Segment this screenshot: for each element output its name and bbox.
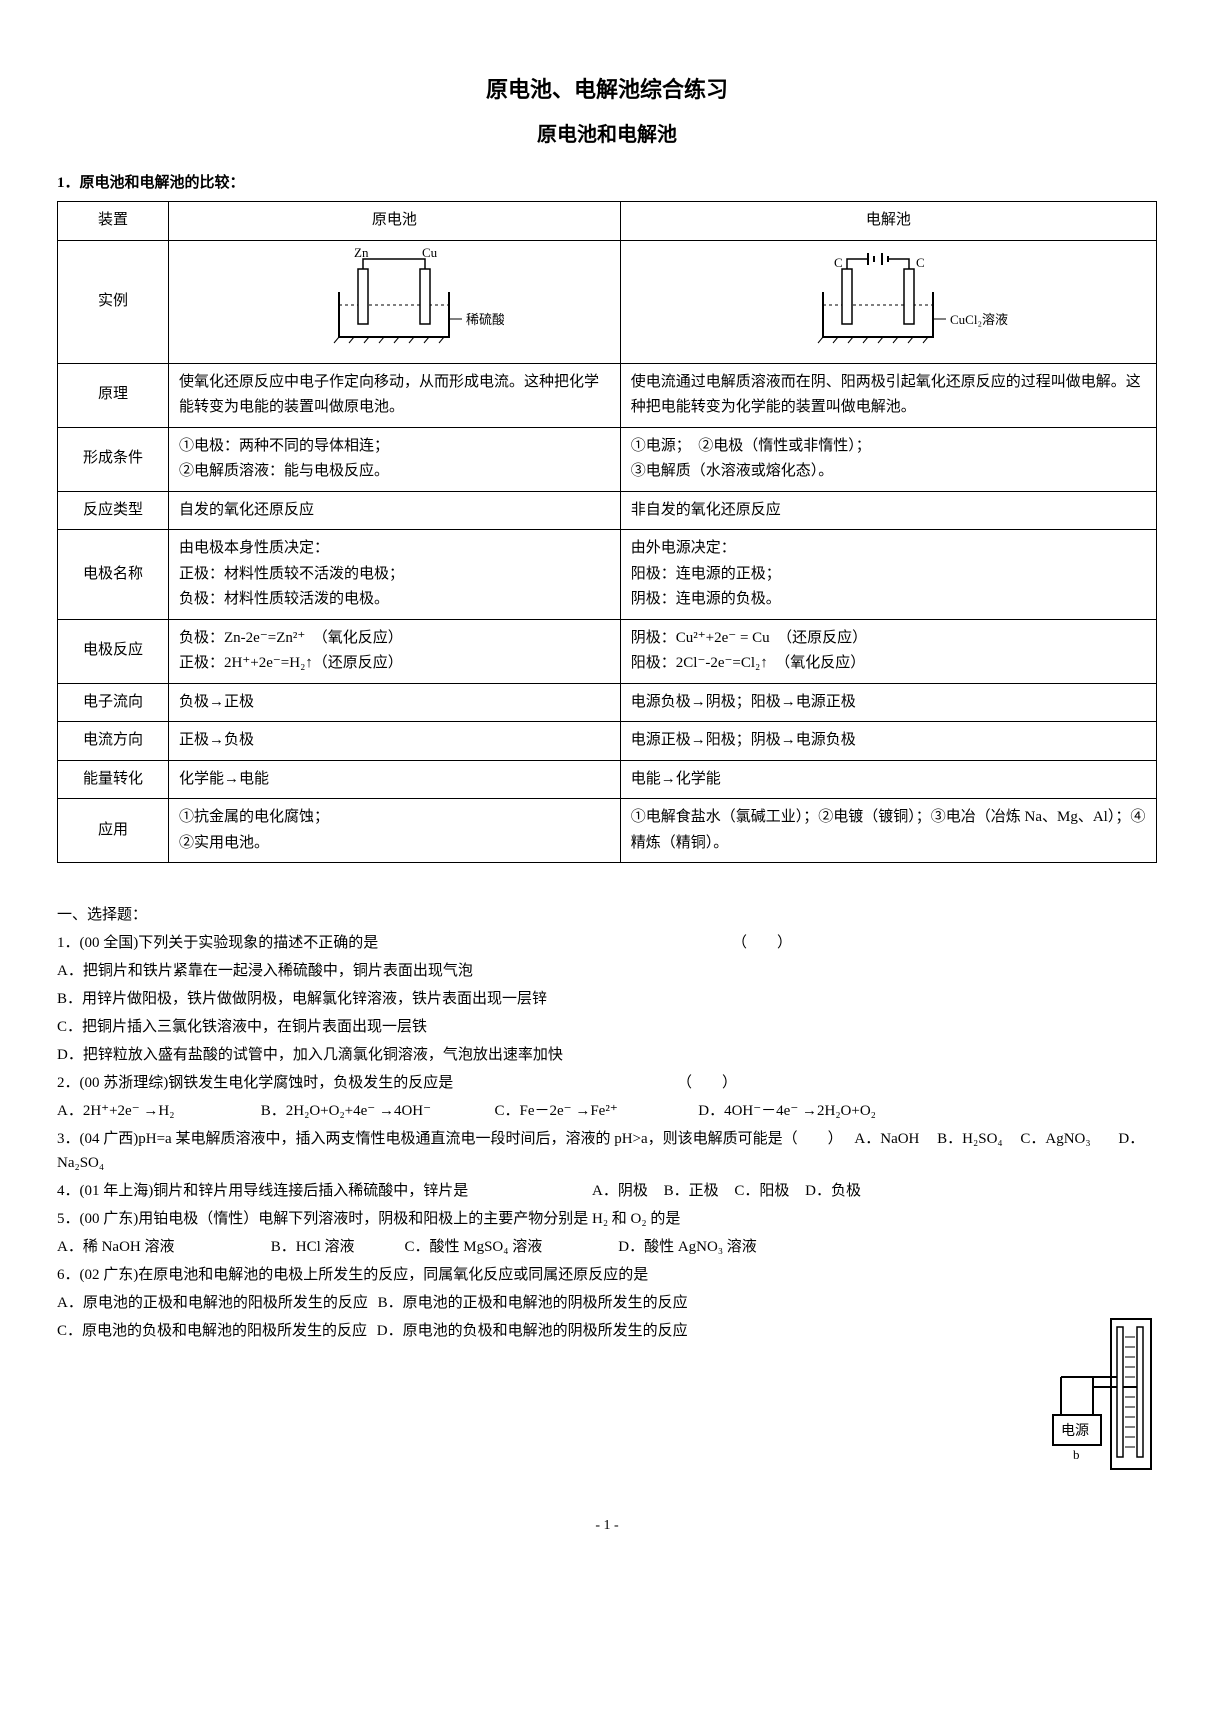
comparison-table: 装置 原电池 电解池 实例 [57,201,1157,863]
th-electrolytic: 电解池 [620,202,1156,241]
q2-opt-d: D．4OH⁻－4e⁻ →2H₂O+O₂ [698,1099,876,1123]
row-iflow-hdr: 电流方向 [58,722,169,761]
q5-opt-d: D．酸性 AgNO₃ 溶液 [618,1235,757,1259]
q3-opt-a: A．NaOH [854,1131,919,1147]
page-title-sub: 原电池和电解池 [57,119,1157,151]
q4-opt-c: C．阳极 [734,1183,789,1199]
q4-opt-d: D．负极 [805,1183,861,1199]
page-number: - 1 - [57,1515,1157,1537]
q4-opt-b: B．正极 [664,1183,719,1199]
row-elecrxn-c2: 阴极：Cu²⁺+2e⁻ = Cu （还原反应） 阳极：2Cl⁻-2e⁻=Cl₂↑… [620,619,1156,683]
q4-stem: 4．(01 年上海)铜片和锌片用导线连接后插入稀硫酸中，锌片是 [57,1183,468,1199]
q3-stem: 3．(04 广西)pH=a 某电解质溶液中，插入两支惰性电极通直流电一段时间后，… [57,1131,843,1147]
row-eflow-hdr: 电子流向 [58,683,169,722]
electrolytic-left-label: C [834,255,843,270]
q6-opt-d: D．原电池的负极和电解池的阴极所发生的反应 [377,1323,688,1339]
galvanic-left-label: Zn [354,247,369,260]
circuit-terminal-b: b [1073,1447,1080,1462]
row-elecname-c1: 由电极本身性质决定： 正极：材料性质较不活泼的电极； 负极：材料性质较活泼的电极… [169,530,621,620]
row-principle-hdr: 原理 [58,363,169,427]
row-app-c1: ①抗金属的电化腐蚀； ②实用电池。 [169,799,621,863]
electrolytic-solution-label: CuCl₂溶液 [950,312,1008,327]
row-energy-c2: 电能→化学能 [620,760,1156,799]
q5-opt-b: B．HCl 溶液 [271,1235,401,1259]
q1-stem: 1．(00 全国)下列关于实验现象的描述不正确的是 [57,935,378,951]
row-elecrxn-hdr: 电极反应 [58,619,169,683]
q5-opt-c: C．酸性 MgSO₄ 溶液 [405,1235,615,1259]
q2-opt-b: B．2H₂O+O₂+4e⁻ →4OH⁻ [261,1099,491,1123]
q1-opt-c: C．把铜片插入三氯化铁溶液中，在铜片表面出现一层铁 [57,1015,1157,1039]
galvanic-solution-label: 稀硫酸 [466,312,504,327]
row-app-c2: ①电解食盐水（氯碱工业）；②电镀（镀铜）；③电冶（冶炼 Na、Mg、Al）；④精… [620,799,1156,863]
th-galvanic: 原电池 [169,202,621,241]
row-elecrxn-c1: 负极：Zn-2e⁻=Zn²⁺ （氧化反应） 正极：2H⁺+2e⁻=H₂↑（还原反… [169,619,621,683]
q2-paren: （ ） [677,1071,737,1095]
row-cond-c1: ①电极：两种不同的导体相连； ②电解质溶液：能与电极反应。 [169,427,621,491]
circuit-power-label: 电源 [1061,1423,1089,1439]
q6-opt-c: C．原电池的负极和电解池的阳极所发生的反应 [57,1323,367,1339]
row-eflow-c1: 负极→正极 [169,683,621,722]
q1-paren: （ ） [732,931,792,955]
diagram-galvanic-cell: Zn Cu 稀硫酸 [169,240,621,363]
row-energy-c1: 化学能→电能 [169,760,621,799]
row-iflow-c2: 电源正极→阳极；阴极→电源负极 [620,722,1156,761]
row-elecname-c2: 由外电源决定： 阳极：连电源的正极； 阴极：连电源的负极。 [620,530,1156,620]
q2-opt-a: A．2H⁺+2e⁻ →H₂ [57,1099,257,1123]
row-energy-hdr: 能量转化 [58,760,169,799]
q6-opt-b: B．原电池的正极和电解池的阴极所发生的反应 [378,1295,688,1311]
row-cond-hdr: 形成条件 [58,427,169,491]
row-eflow-c2: 电源负极→阴极；阳极→电源正极 [620,683,1156,722]
row-rxntype-hdr: 反应类型 [58,491,169,530]
page-title-main: 原电池、电解池综合练习 [57,72,1157,107]
q6-stem: 6．(02 广东)在原电池和电解池的电极上所发生的反应，同属氧化反应或同属还原反… [57,1263,1157,1287]
q1-opt-d: D．把锌粒放入盛有盐酸的试管中，加入几滴氯化铜溶液，气泡放出速率加快 [57,1043,1157,1067]
questions-header: 一、选择题： [57,903,1157,927]
row-elecname-hdr: 电极名称 [58,530,169,620]
row-app-hdr: 应用 [58,799,169,863]
q5-opt-a: A．稀 NaOH 溶液 [57,1235,267,1259]
diagram-electrolytic-cell: C C CuCl₂溶液 [620,240,1156,363]
row-cond-c2: ①电源； ②电极（惰性或非惰性）； ③电解质（水溶液或熔化态）。 [620,427,1156,491]
section1-label: 1．原电池和电解池的比较： [57,171,1157,195]
electrolytic-right-label: C [916,255,925,270]
row-principle-c2: 使电流通过电解质溶液而在阴、阳两极引起氧化还原反应的过程叫做电解。这种把电能转变… [620,363,1156,427]
row-principle-c1: 使氧化还原反应中电子作定向移动，从而形成电流。这种把化学能转变为电能的装置叫做原… [169,363,621,427]
th-device: 装置 [58,202,169,241]
q3-opt-b: B．H₂SO₄ [937,1131,1002,1147]
q1-opt-b: B．用锌片做阳极，铁片做做阴极，电解氯化锌溶液，铁片表面出现一层锌 [57,987,1157,1011]
row-iflow-c1: 正极→负极 [169,722,621,761]
q5-stem: 5．(00 广东)用铂电极（惰性）电解下列溶液时，阴极和阳极上的主要产物分别是 … [57,1207,1157,1231]
row-rxntype-c1: 自发的氧化还原反应 [169,491,621,530]
row-rxntype-c2: 非自发的氧化还原反应 [620,491,1156,530]
q6-opt-a: A．原电池的正极和电解池的阳极所发生的反应 [57,1295,368,1311]
q3-opt-c: C．AgNO₃ [1020,1131,1090,1147]
q2-stem: 2．(00 苏浙理综)钢铁发生电化学腐蚀时，负极发生的反应是 [57,1075,453,1091]
q2-opt-c: C．Fe－2e⁻ →Fe²⁺ [495,1099,695,1123]
q1-opt-a: A．把铜片和铁片紧靠在一起浸入稀硫酸中，铜片表面出现气泡 [57,959,1157,983]
row-example-hdr: 实例 [58,240,169,363]
q4-opt-a: A．阴极 [592,1183,648,1199]
galvanic-right-label: Cu [422,247,438,260]
